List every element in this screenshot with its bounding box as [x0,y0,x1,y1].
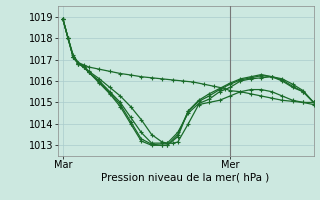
X-axis label: Pression niveau de la mer( hPa ): Pression niveau de la mer( hPa ) [101,173,270,183]
